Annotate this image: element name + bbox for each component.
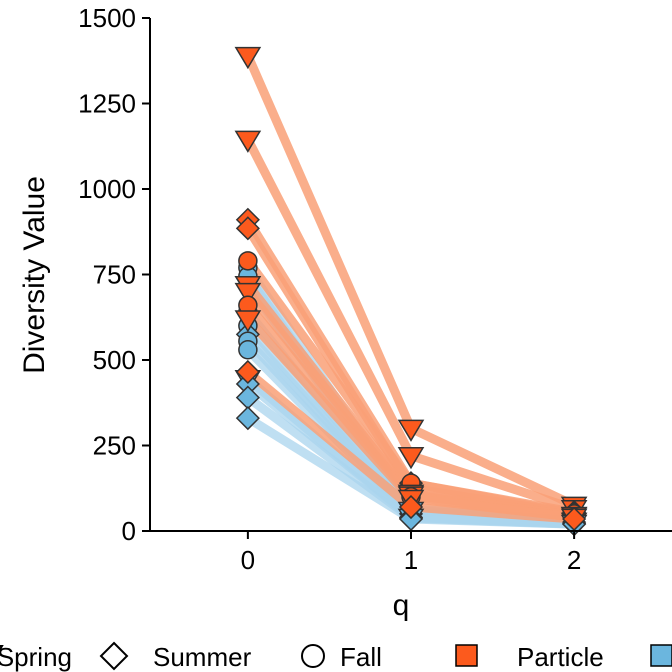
point-diamond (235, 216, 260, 241)
y-tick-label: 750 (93, 260, 136, 290)
legend-circle-icon (301, 644, 325, 668)
point-circle (238, 251, 258, 271)
point-triangle (234, 310, 262, 333)
y-tick-label: 1500 (78, 3, 136, 33)
legend-label-summer: Summer (153, 642, 252, 672)
y-tick-label: 1250 (78, 89, 136, 119)
point-circle (238, 339, 258, 360)
point-triangle (397, 447, 425, 470)
point-triangle (234, 282, 262, 306)
y-tick-label: 1000 (78, 174, 136, 204)
legend-label-spring: Spring (0, 642, 72, 672)
y-axis-ticks: 0 250 500 750 1000 1250 1500 (78, 3, 150, 546)
point-diamond (398, 494, 424, 520)
point-triangle (397, 419, 425, 442)
x-tick-label: 0 (241, 545, 255, 575)
y-tick-label: 0 (122, 516, 136, 546)
y-axis-title: Diversity Value (18, 176, 51, 374)
x-axis-ticks: 0 1 2 (241, 531, 581, 575)
series-points (234, 46, 588, 537)
legend: Spring Summer Fall Particle (0, 641, 672, 672)
x-tick-label: 1 (404, 545, 418, 575)
point-triangle (234, 130, 262, 153)
point-diamond (235, 406, 260, 431)
y-tick-label: 250 (93, 431, 136, 461)
legend-label-particle: Particle (517, 642, 604, 672)
legend-label-fall: Fall (340, 642, 382, 672)
legend-square-other-icon (650, 644, 672, 667)
point-triangle (234, 46, 262, 70)
point-diamond (235, 359, 260, 385)
legend-square-particle-icon (455, 644, 478, 667)
legend-diamond-icon (99, 641, 129, 671)
y-tick-label: 500 (93, 345, 136, 375)
x-axis-title: q (393, 589, 410, 622)
x-tick-label: 2 (567, 545, 581, 575)
